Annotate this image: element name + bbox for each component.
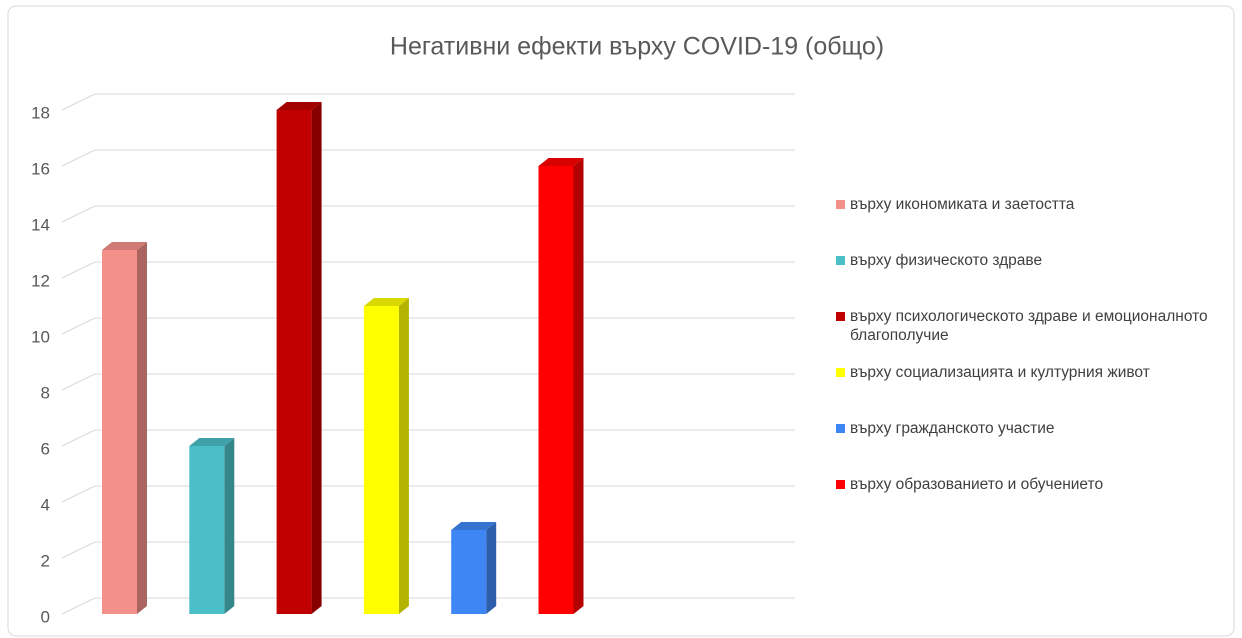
legend-swatch <box>836 480 845 489</box>
y-tick-label: 2 <box>41 551 50 570</box>
y-tick-label: 18 <box>31 103 50 122</box>
y-tick-label: 16 <box>31 159 50 178</box>
bar <box>102 250 137 614</box>
y-tick-label: 6 <box>41 439 50 458</box>
bar-top <box>363 298 409 306</box>
bar-side <box>486 522 497 614</box>
legend-item: върху психологическото здраве и емоциона… <box>836 307 1226 363</box>
bar-side <box>311 102 322 614</box>
bar-top <box>276 102 322 110</box>
y-tick-label: 8 <box>41 383 50 402</box>
legend-swatch <box>836 200 845 209</box>
grid-line <box>61 149 795 167</box>
legend-item: върху социализацията и културния живот <box>836 363 1226 419</box>
legend-label: върху гражданското участие <box>850 420 1055 437</box>
bar-top <box>189 438 235 446</box>
legend-label: върху образованието и обучението <box>850 476 1104 493</box>
bar <box>363 306 399 614</box>
legend-item: върху физическото здраве <box>836 251 1226 307</box>
legend-item: върху гражданското участие <box>836 419 1226 475</box>
bar-top <box>538 158 584 166</box>
legend-swatch <box>836 256 845 265</box>
bar-side <box>398 298 409 614</box>
y-tick-label: 0 <box>41 607 50 626</box>
bar <box>276 110 312 614</box>
chart-title: Негативни ефекти върху COVID-19 (общо) <box>390 33 884 61</box>
bar <box>189 446 225 614</box>
legend-item: върху икономиката и заетостта <box>836 195 1226 251</box>
legend-swatch <box>836 312 845 321</box>
bar <box>451 530 487 614</box>
legend-swatch <box>836 368 845 377</box>
bar-side <box>573 158 584 614</box>
grid-line <box>61 93 795 111</box>
y-tick-label: 14 <box>31 215 50 234</box>
legend-label: върху физическото здраве <box>850 252 1043 269</box>
y-tick-label: 10 <box>31 327 50 346</box>
legend-swatch <box>836 424 845 433</box>
y-tick-label: 12 <box>31 271 50 290</box>
legend-label: върху психологическото здраве и емоциона… <box>850 308 1208 344</box>
bar-top <box>102 242 147 250</box>
legend-label: върху социализацията и културния живот <box>850 364 1150 381</box>
bar-side <box>137 242 147 614</box>
legend-item: върху образованието и обучението <box>836 475 1226 531</box>
bar <box>538 166 574 614</box>
legend-label: върху икономиката и заетостта <box>850 196 1075 213</box>
bar-side <box>224 438 235 614</box>
bar-top <box>451 522 497 530</box>
y-tick-label: 4 <box>41 495 50 514</box>
legend: върху икономиката и заетостта върху физич… <box>836 195 1226 531</box>
